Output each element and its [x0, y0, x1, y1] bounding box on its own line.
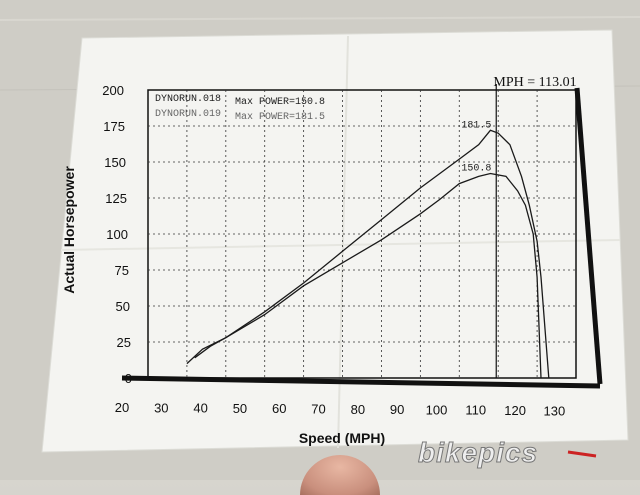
legend: DYNORUN.018 Max POWER=150.8 DYNORUN.019 …: [155, 94, 325, 123]
x-tick-label: 110: [465, 403, 486, 418]
x-tick-label: 20: [115, 400, 129, 415]
x-tick-label: 50: [233, 401, 247, 416]
x-tick-label: 80: [351, 402, 365, 417]
x-tick-label: 60: [272, 401, 286, 416]
legend-file-1: DYNORUN.018: [155, 94, 221, 105]
x-tick-label: 30: [154, 400, 168, 415]
y-tick-label: 100: [106, 227, 128, 242]
y-tick-label: 150: [104, 155, 126, 170]
watermark-text: bikepics: [418, 437, 538, 468]
legend-text-1: Max POWER=150.8: [235, 97, 325, 108]
x-tick-label: 120: [504, 403, 526, 418]
y-tick-label: 200: [102, 83, 124, 98]
x-tick-label: 40: [193, 401, 207, 416]
x-axis-ticks: 20 30 40 50 60 70 80 90 100 110 120 130: [115, 400, 565, 418]
y-axis-ticks: 0 25 50 75 100 125 150 175 200: [102, 83, 132, 386]
y-tick-label: 50: [116, 299, 130, 314]
power-curve-1: [186, 172, 542, 379]
dyno-sheet: 20 30 40 50 60 70 80 90 100 110 120 130 0 25 50 75 100 1…: [41, 29, 629, 453]
x-tick-label: 130: [544, 403, 566, 418]
y-axis-label: Actual Horsepower: [61, 166, 77, 294]
peak-label-1: 150.8: [461, 164, 491, 175]
y-tick-label: 175: [103, 119, 125, 134]
power-curve-2: [194, 129, 550, 379]
bikepics-logo: bikepics: [418, 437, 597, 469]
x-tick-label: 100: [426, 402, 448, 417]
y-tick-label: 125: [105, 191, 127, 206]
x-tick-label: 70: [311, 402, 325, 417]
x-tick-label: 90: [390, 402, 404, 417]
power-curves: 150.8 181.5: [186, 120, 550, 379]
peak-label-2: 181.5: [461, 120, 491, 131]
dyno-chart: 20 30 40 50 60 70 80 90 100 110 120 130 0 25 50 75 100 1…: [61, 75, 603, 446]
legend-file-2: DYNORUN.019: [155, 109, 221, 120]
y-tick-label: 25: [117, 335, 131, 350]
x-axis-label: Speed (MPH): [299, 430, 385, 446]
legend-text-2: Max POWER=181.5: [235, 112, 325, 123]
y-tick-label: 75: [115, 263, 129, 278]
y-tick-label: 0: [125, 371, 132, 386]
speed-marker-label: MPH = 113.01: [493, 75, 576, 90]
